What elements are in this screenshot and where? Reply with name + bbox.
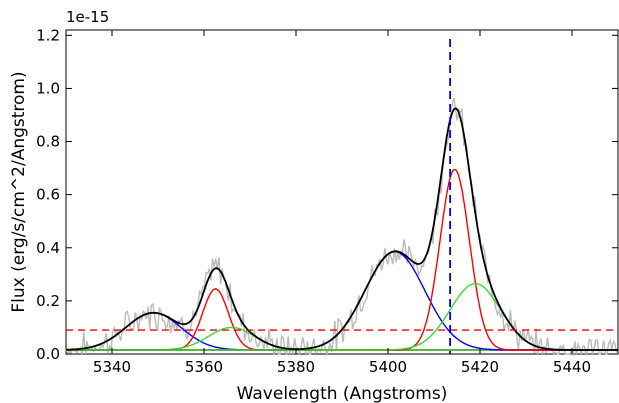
spectrum-layer — [65, 97, 618, 357]
y-tick-label: 0.4 — [36, 239, 60, 257]
components-layer — [65, 168, 618, 351]
y-tick-label: 0.6 — [36, 186, 60, 204]
y-axis-label: Flux (erg/s/cm^2/Angstrom) — [9, 71, 29, 312]
y-tick-label: 0.0 — [36, 345, 60, 363]
y-tick-label: 0.2 — [36, 292, 60, 310]
fit-layer — [65, 107, 618, 351]
y-tick-label: 1.2 — [36, 26, 60, 44]
observed-spectrum-line — [65, 97, 618, 357]
x-tick-label: 5440 — [553, 358, 591, 376]
total-fit-line — [65, 107, 618, 351]
x-tick-label: 5400 — [369, 358, 407, 376]
x-axis: 5340 5360 5380 5400 5420 5440 — [93, 30, 591, 376]
x-tick-label: 5380 — [277, 358, 315, 376]
x-tick-label: 5340 — [93, 358, 131, 376]
y-tick-label: 0.8 — [36, 133, 60, 151]
y-axis: 0.0 0.2 0.4 0.6 0.8 1.0 1.2 — [36, 26, 618, 363]
x-axis-label: Wavelength (Angstroms) — [237, 384, 448, 403]
refs-layer — [66, 39, 618, 354]
y-tick-label: 1.0 — [36, 79, 60, 97]
x-tick-label: 5420 — [461, 358, 499, 376]
plot-area — [65, 29, 619, 355]
x-tick-label: 5360 — [185, 358, 223, 376]
plot-frame — [65, 29, 619, 355]
y-offset-label: 1e-15 — [66, 8, 109, 26]
